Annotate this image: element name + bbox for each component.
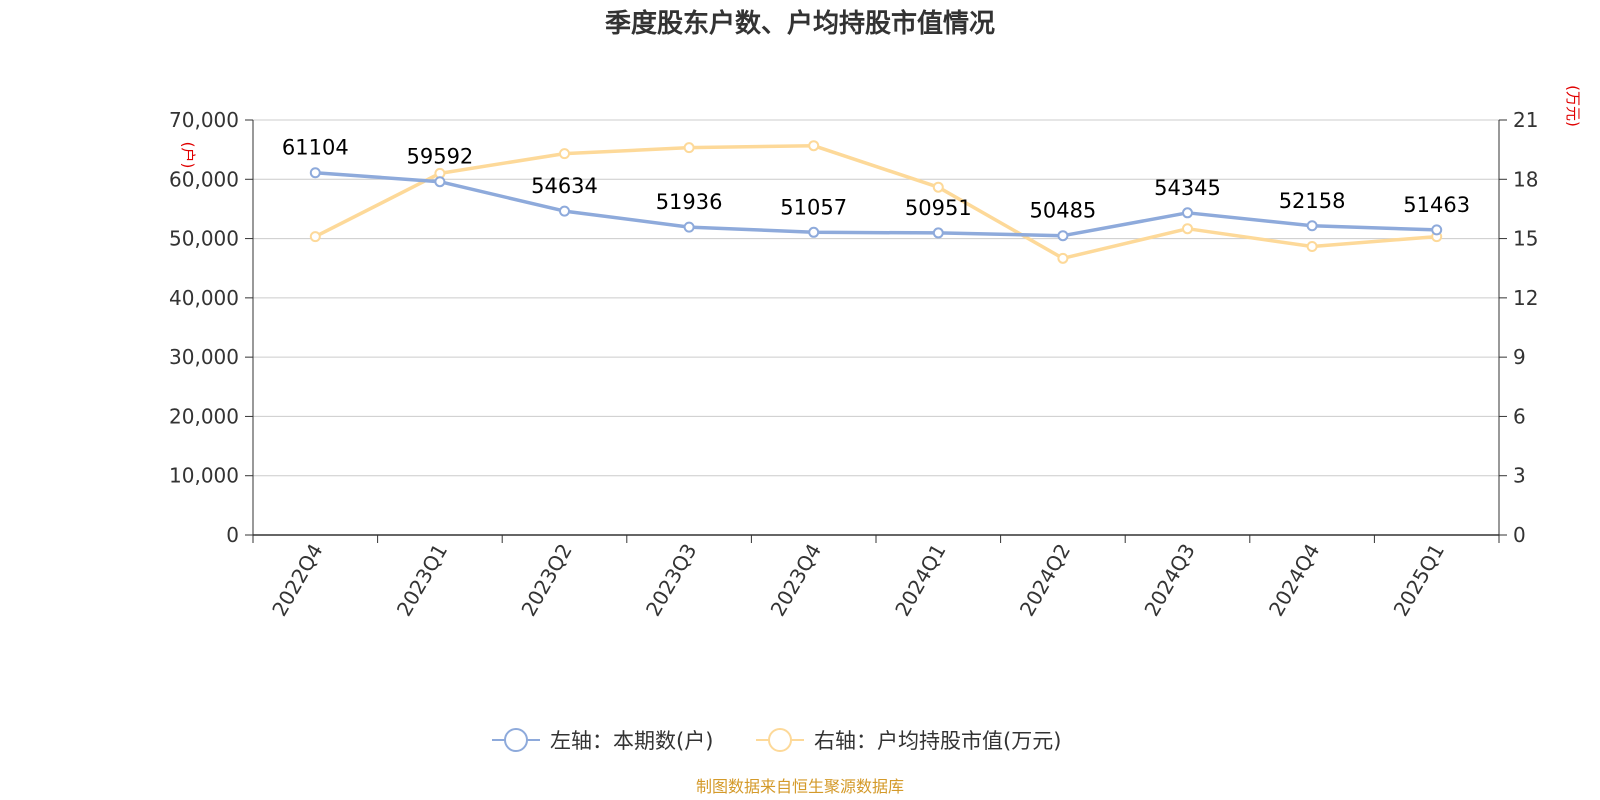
left-axis-unit: (户) bbox=[179, 142, 197, 169]
legend-item-right-series[interactable]: 右轴：户均持股市值(万元) bbox=[756, 728, 1061, 753]
data-point-right bbox=[932, 181, 944, 193]
data-point-right bbox=[683, 142, 695, 154]
series bbox=[309, 140, 1443, 264]
data-point-left bbox=[683, 221, 695, 233]
x-tick-label: 2024Q2 bbox=[1015, 540, 1075, 621]
x-tick-label: 2023Q2 bbox=[516, 540, 576, 621]
right-tick-label: 21 bbox=[1513, 108, 1538, 132]
data-point-right bbox=[1306, 240, 1318, 252]
legend-right-label: 右轴：户均持股市值(万元) bbox=[814, 729, 1061, 753]
right-tick-label: 6 bbox=[1513, 404, 1526, 428]
series-line-right bbox=[314, 143, 1437, 261]
left-tick-label: 60,000 bbox=[169, 167, 239, 191]
data-label: 50951 bbox=[905, 196, 972, 220]
legend-right-marker bbox=[768, 728, 792, 752]
x-tick-label: 2025Q1 bbox=[1389, 540, 1449, 621]
x-tick-label: 2024Q3 bbox=[1139, 540, 1199, 621]
source-note: 制图数据来自恒生聚源数据库 bbox=[696, 777, 904, 796]
right-tick-label: 0 bbox=[1513, 523, 1526, 547]
legend[interactable]: 左轴：本期数(户) 右轴：户均持股市值(万元) bbox=[492, 728, 1061, 753]
data-label: 52158 bbox=[1279, 189, 1346, 213]
right-tick-label: 12 bbox=[1513, 286, 1538, 310]
data-label: 59592 bbox=[406, 145, 473, 169]
data-point-left bbox=[434, 176, 446, 188]
right-tick-label: 9 bbox=[1513, 345, 1526, 369]
left-tick-label: 50,000 bbox=[169, 227, 239, 251]
data-label: 50485 bbox=[1029, 199, 1096, 223]
data-point-right bbox=[559, 148, 570, 160]
x-tick-label: 2024Q4 bbox=[1264, 540, 1324, 621]
data-point-left bbox=[932, 227, 944, 239]
series-line-left bbox=[315, 170, 1437, 238]
left-tick-label: 0 bbox=[226, 523, 239, 547]
x-tick-label: 2023Q3 bbox=[641, 540, 701, 621]
data-point-left bbox=[1306, 220, 1318, 232]
right-axis-unit: (万元) bbox=[1564, 85, 1582, 127]
data-label: 61104 bbox=[282, 136, 349, 160]
data-point-right bbox=[309, 231, 321, 243]
data-label: 54634 bbox=[531, 174, 598, 198]
data-point-right bbox=[1182, 223, 1193, 235]
left-tick-label: 70,000 bbox=[169, 108, 239, 132]
data-label: 51057 bbox=[780, 195, 847, 219]
left-tick-label: 10,000 bbox=[169, 464, 239, 488]
x-tick-label: 2024Q1 bbox=[890, 540, 950, 621]
data-point-left bbox=[1431, 224, 1443, 236]
x-tick-label: 2023Q1 bbox=[392, 540, 452, 621]
data-label: 54345 bbox=[1154, 176, 1221, 200]
data-point-right bbox=[1057, 252, 1069, 264]
left-tick-label: 30,000 bbox=[169, 345, 239, 369]
data-point-left bbox=[1057, 230, 1069, 242]
data-point-left bbox=[808, 226, 820, 238]
left-tick-label: 40,000 bbox=[169, 286, 239, 310]
chart-title: 季度股东户数、户均持股市值情况 bbox=[605, 8, 995, 39]
data-labels: 61104 59592 54634 51936 51057 50951 50485 54345… bbox=[282, 136, 1470, 223]
right-tick-label: 15 bbox=[1513, 227, 1538, 251]
grid-lines bbox=[253, 119, 1499, 477]
right-tick-label: 18 bbox=[1513, 167, 1538, 191]
left-tick-label: 20,000 bbox=[169, 404, 239, 428]
right-tick-label: 3 bbox=[1513, 464, 1526, 488]
data-label: 51936 bbox=[656, 190, 723, 214]
data-point-left bbox=[559, 205, 570, 217]
legend-left-label: 左轴：本期数(户) bbox=[550, 729, 713, 753]
x-tick-label: 2022Q4 bbox=[267, 540, 327, 621]
legend-left-marker bbox=[504, 728, 528, 752]
data-point-right bbox=[808, 140, 820, 152]
data-label: 51463 bbox=[1403, 193, 1470, 217]
legend-item-left-series[interactable]: 左轴：本期数(户) bbox=[492, 728, 713, 753]
x-tick-label: 2023Q4 bbox=[766, 540, 826, 621]
data-point-left bbox=[1182, 207, 1193, 219]
axes: 0 0 10,000 3 20,000 6 30,000 9 40,000 12 50,000 15 6… bbox=[169, 108, 1538, 620]
data-point-left bbox=[309, 167, 321, 179]
